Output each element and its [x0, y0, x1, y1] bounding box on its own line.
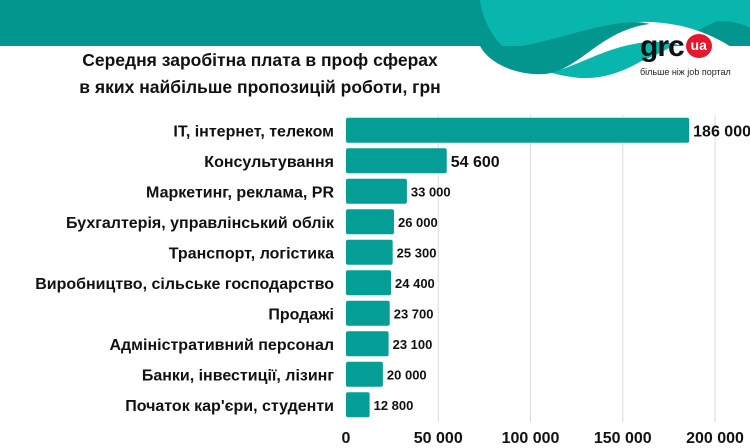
bar	[346, 209, 394, 235]
value-label: 20 000	[387, 367, 427, 382]
grc-logo[interactable]: grc ua більше ніж job портал	[640, 30, 731, 77]
logo-text: grc	[640, 30, 685, 63]
category-label: Початок кар'єри, студенти	[125, 398, 334, 415]
x-tick-label: 0	[342, 430, 351, 447]
logo-tagline: більше ніж job портал	[640, 67, 731, 77]
value-label: 12 800	[374, 398, 414, 413]
bar	[346, 148, 447, 174]
chart-title-line2: в яких найбільше пропозицій роботи, грн	[79, 77, 441, 97]
bar	[346, 361, 383, 387]
value-label: 33 000	[411, 184, 451, 199]
category-label: Транспорт, логістика	[169, 245, 334, 262]
value-label: 23 700	[394, 306, 434, 321]
bar	[346, 239, 393, 265]
category-label: IT, інтернет, телеком	[173, 123, 334, 140]
category-label: Консультування	[204, 154, 334, 171]
value-label: 24 400	[395, 276, 435, 291]
value-label: 54 600	[451, 154, 500, 171]
category-label: Адміністративний персонал	[109, 337, 334, 354]
category-label: Банки, інвестиції, лізинг	[142, 367, 335, 384]
chart-title-line1: Середня заробітна плата в проф сферах	[82, 50, 438, 70]
x-tick-label: 50 000	[414, 430, 463, 447]
bar	[346, 392, 370, 418]
x-tick-label: 150 000	[594, 430, 652, 447]
bar	[346, 270, 392, 296]
category-label: Продажі	[268, 306, 334, 323]
value-label: 23 100	[393, 337, 433, 352]
category-label: Виробництво, сільське господарство	[35, 276, 334, 293]
value-label: 26 000	[398, 215, 438, 230]
x-tick-label: 200 000	[686, 430, 744, 447]
bar	[346, 117, 690, 143]
bar	[346, 300, 390, 326]
value-label: 25 300	[397, 245, 437, 260]
category-label: Маркетинг, реклама, PR	[146, 184, 334, 201]
x-tick-label: 100 000	[502, 430, 560, 447]
category-label: Бухгалтерія, управлінський облік	[66, 215, 335, 232]
logo-badge: ua	[685, 34, 712, 58]
bar	[346, 178, 407, 204]
value-label: 186 000	[693, 123, 750, 140]
bar	[346, 331, 389, 357]
header-wave	[0, 0, 750, 110]
